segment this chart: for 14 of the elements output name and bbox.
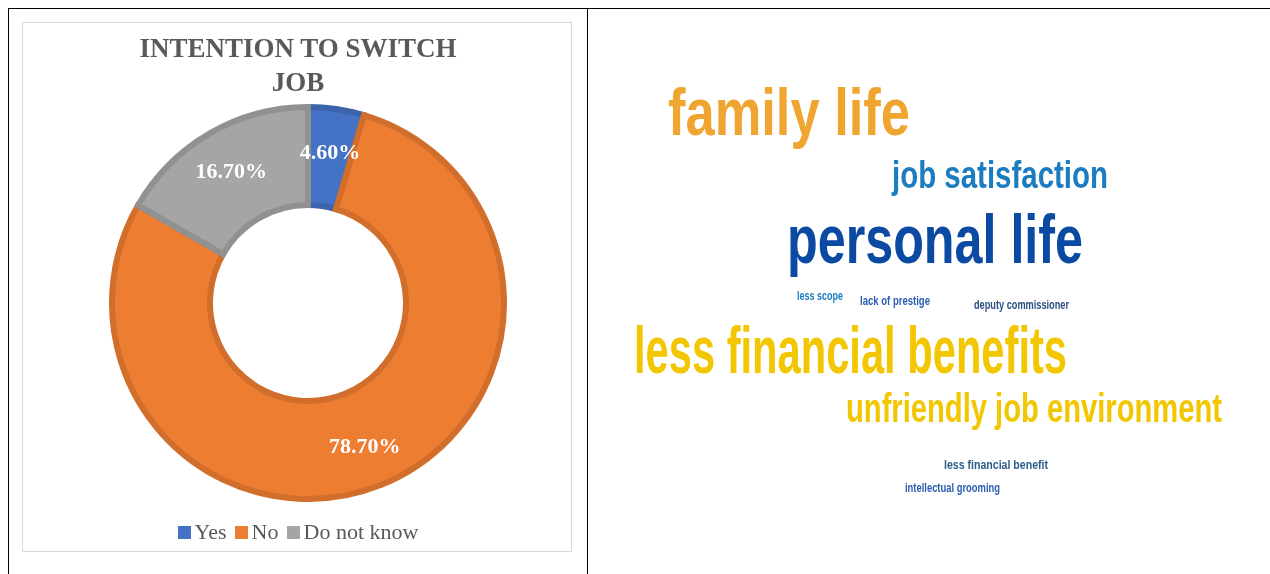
data-label: 16.70% [195, 158, 268, 184]
text: less scope [797, 288, 843, 304]
legend-label: Do not know [302, 519, 419, 545]
text: lack of prestige [860, 293, 930, 309]
legend-label: No [250, 519, 279, 545]
data-label: 78.70% [329, 432, 401, 458]
text: family life [668, 75, 911, 152]
chart-title: INTENTION TO SWITCH JOB [138, 32, 458, 99]
text: less financial benefit [944, 457, 1049, 473]
text: job satisfaction [892, 153, 1109, 198]
text: intellectual grooming [905, 480, 1000, 496]
legend-label: Yes [193, 519, 227, 545]
text: personal life [787, 200, 1083, 279]
text: deputy commissioner [974, 297, 1069, 313]
